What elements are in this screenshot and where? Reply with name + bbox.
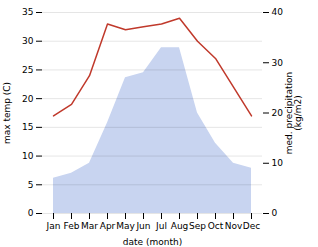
svg-text:Jun: Jun	[135, 221, 150, 231]
svg-text:date (month): date (month)	[123, 237, 182, 247]
svg-text:Aug: Aug	[171, 221, 189, 231]
svg-text:20: 20	[22, 94, 34, 104]
svg-text:Apr: Apr	[100, 221, 116, 231]
svg-text:Jul: Jul	[155, 221, 167, 231]
svg-text:30: 30	[272, 58, 284, 68]
svg-text:10: 10	[272, 158, 284, 168]
svg-text:0: 0	[28, 208, 34, 218]
svg-text:25: 25	[22, 65, 33, 75]
svg-text:0: 0	[272, 208, 278, 218]
svg-text:Oct: Oct	[208, 221, 224, 231]
svg-text:10: 10	[22, 151, 34, 161]
svg-text:Nov: Nov	[225, 221, 243, 231]
svg-text:15: 15	[22, 122, 33, 132]
svg-text:Sep: Sep	[189, 221, 206, 231]
svg-text:40: 40	[272, 7, 284, 17]
svg-text:med. precipitation(kg/m2): med. precipitation(kg/m2)	[284, 72, 303, 154]
svg-text:Feb: Feb	[64, 221, 80, 231]
svg-text:35: 35	[22, 7, 33, 17]
svg-text:Mar: Mar	[81, 221, 98, 231]
svg-text:Dec: Dec	[243, 221, 260, 231]
svg-text:5: 5	[28, 180, 34, 190]
svg-text:May: May	[116, 221, 135, 231]
svg-text:20: 20	[272, 108, 284, 118]
svg-text:30: 30	[22, 36, 34, 46]
svg-text:max temp (C): max temp (C)	[2, 82, 12, 144]
svg-text:Jan: Jan	[46, 221, 61, 231]
